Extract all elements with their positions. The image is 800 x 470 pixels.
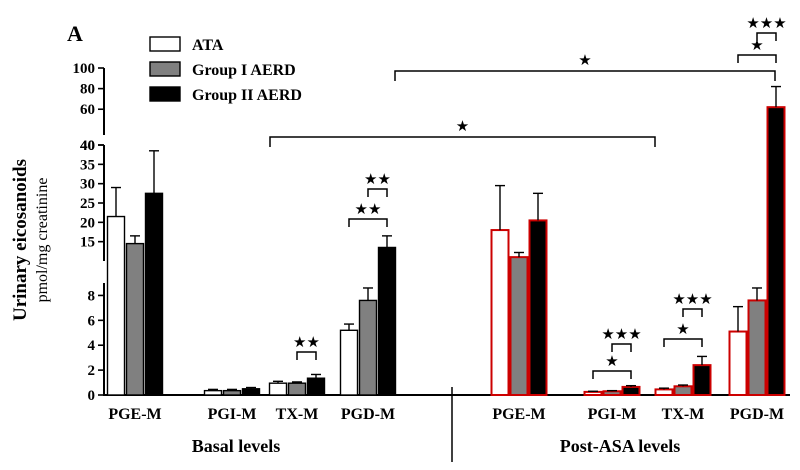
significance-bracket bbox=[611, 343, 632, 352]
y-tick-label: 30 bbox=[80, 177, 95, 193]
significance-stars: ★ bbox=[578, 51, 591, 69]
bar-post-PGD-M-group-i-aerd bbox=[747, 299, 767, 396]
significance-bracket bbox=[682, 308, 703, 317]
bar-post-PGE-M-group-ii-aerd bbox=[528, 219, 548, 396]
category-label-post: PGD-M bbox=[730, 406, 784, 423]
y-axis-unit: pmol/mg creatinine bbox=[34, 178, 51, 303]
bar-basal-PGI-M-group-ii-aerd bbox=[241, 388, 261, 396]
error-bars bbox=[111, 85, 781, 392]
legend-swatch bbox=[149, 61, 181, 77]
group-label-post: Post-ASA levels bbox=[560, 436, 681, 456]
significance-stars: ★ bbox=[605, 352, 618, 370]
category-label-basal: TX-M bbox=[276, 406, 319, 423]
significance-bracket bbox=[737, 54, 777, 63]
y-tick-label: 100 bbox=[73, 61, 96, 77]
y-tick-label: 20 bbox=[80, 215, 95, 231]
y-tick-label: 2 bbox=[88, 363, 96, 379]
significance-bracket bbox=[348, 218, 388, 227]
bar-post-TX-M-group-i-aerd bbox=[673, 385, 693, 396]
bar-basal-PGD-M-group-i-aerd bbox=[358, 299, 378, 396]
bar-post-TX-M-ata bbox=[654, 388, 674, 396]
y-tick-label: 40 bbox=[80, 138, 95, 154]
significance-bracket bbox=[756, 32, 777, 41]
panel-label: A bbox=[67, 21, 83, 46]
y-tick-label: 6 bbox=[88, 313, 96, 329]
axes bbox=[98, 67, 790, 462]
bar-basal-TX-M-ata bbox=[268, 382, 288, 396]
y-tick-label: 4 bbox=[88, 338, 96, 354]
significance-stars: ★★★ bbox=[746, 14, 786, 32]
y-tick-label: 0 bbox=[88, 388, 96, 404]
significance-stars: ★ bbox=[676, 320, 689, 338]
y-tick-label: 40 bbox=[80, 138, 95, 154]
significance-brackets: ★★★★★★★★★★★★★★★★★★★★ bbox=[269, 14, 787, 379]
bar-basal-PGE-M-group-i-aerd bbox=[125, 242, 145, 396]
significance-stars: ★★★ bbox=[672, 290, 712, 308]
bar-basal-TX-M-group-ii-aerd bbox=[306, 377, 326, 396]
y-tick-label: 8 bbox=[88, 288, 96, 304]
bar-basal-PGE-M-group-ii-aerd bbox=[144, 192, 164, 396]
significance-stars: ★★ bbox=[293, 333, 320, 351]
significance-bracket bbox=[592, 370, 632, 379]
bar-post-PGE-M-group-i-aerd bbox=[509, 256, 529, 396]
bar-basal-PGI-M-ata bbox=[203, 389, 223, 396]
legend-swatch bbox=[149, 36, 181, 52]
significance-stars: ★★ bbox=[355, 200, 382, 218]
legend-swatch bbox=[149, 86, 181, 102]
y-tick-label: 80 bbox=[80, 82, 95, 98]
legend: ATA Group I AERD Group II AERD bbox=[149, 36, 302, 104]
bars bbox=[106, 106, 786, 397]
significance-bracket bbox=[663, 338, 703, 347]
y-tick-label: 15 bbox=[80, 235, 95, 251]
bar-post-PGI-M-group-ii-aerd bbox=[621, 385, 641, 396]
y-tick-label: 35 bbox=[80, 157, 95, 173]
significance-stars: ★ bbox=[456, 117, 469, 135]
axis-break bbox=[100, 263, 790, 281]
legend-label: Group I AERD bbox=[192, 62, 296, 79]
significance-bracket bbox=[367, 188, 388, 197]
bar-post-PGD-M-group-ii-aerd bbox=[766, 106, 786, 397]
bar-basal-PGD-M-group-ii-aerd bbox=[377, 246, 397, 396]
significance-stars: ★ bbox=[750, 36, 763, 54]
bar-basal-PGE-M-ata bbox=[106, 215, 126, 396]
bar-basal-TX-M-group-i-aerd bbox=[287, 382, 307, 396]
legend-label: Group II AERD bbox=[192, 87, 302, 104]
category-label-basal: PGE-M bbox=[108, 406, 161, 423]
y-tick-label: 25 bbox=[80, 196, 95, 212]
category-label-basal: PGD-M bbox=[341, 406, 395, 423]
category-label-post: TX-M bbox=[662, 406, 705, 423]
group-label-basal: Basal levels bbox=[192, 436, 281, 456]
significance-bracket bbox=[296, 351, 317, 360]
category-label-post: PGE-M bbox=[492, 406, 545, 423]
bar-basal-PGD-M-ata bbox=[339, 329, 359, 396]
y-axis-title: Urinary eicosanoids bbox=[10, 159, 31, 321]
significance-bracket-cross bbox=[269, 136, 656, 147]
bar-basal-PGI-M-group-i-aerd bbox=[222, 389, 242, 396]
bar-post-PGI-M-ata bbox=[583, 390, 603, 396]
category-label-post: PGI-M bbox=[588, 406, 637, 423]
y-tick-label: 60 bbox=[80, 102, 95, 118]
significance-stars: ★★★ bbox=[601, 325, 641, 343]
bar-post-TX-M-group-ii-aerd bbox=[692, 364, 712, 396]
bar-post-PGE-M-ata bbox=[490, 229, 510, 396]
bar-post-PGI-M-group-i-aerd bbox=[602, 390, 622, 396]
bar-post-PGD-M-ata bbox=[728, 330, 748, 396]
legend-label: ATA bbox=[192, 37, 224, 54]
significance-bracket-cross bbox=[394, 70, 776, 81]
category-label-basal: PGI-M bbox=[208, 406, 257, 423]
significance-stars: ★★ bbox=[364, 170, 391, 188]
axis-break bbox=[100, 137, 790, 143]
